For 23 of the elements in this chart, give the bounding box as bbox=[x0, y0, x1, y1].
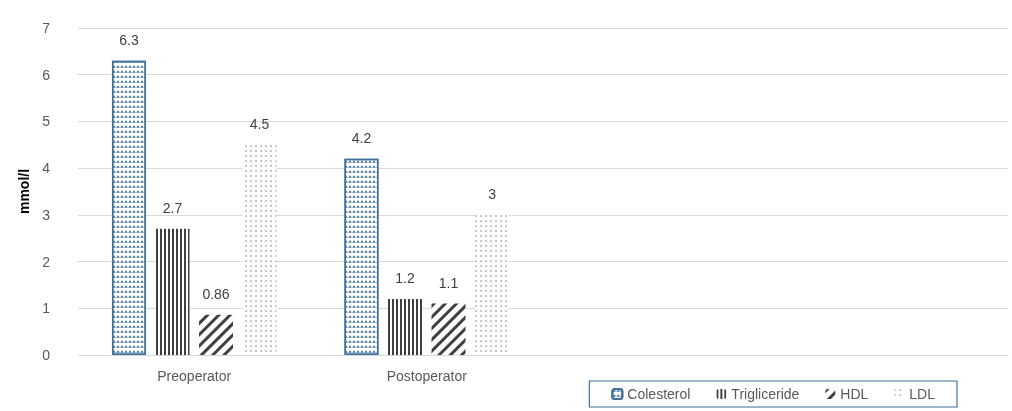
data-label: 1.1 bbox=[438, 274, 459, 291]
data-label: 2.7 bbox=[162, 199, 183, 216]
x-tick-label: Preoperator bbox=[157, 368, 232, 384]
y-tick-label: 0 bbox=[42, 347, 51, 363]
data-label: 4.5 bbox=[249, 115, 270, 132]
legend-label: Trigliceride bbox=[731, 386, 800, 402]
y-tick-label: 2 bbox=[42, 253, 51, 270]
y-tick-label: 7 bbox=[42, 20, 51, 36]
y-tick-label: 5 bbox=[42, 113, 51, 130]
data-label: 0.86 bbox=[202, 285, 230, 302]
data-label: 1.2 bbox=[395, 269, 415, 286]
data-label: 6.3 bbox=[119, 31, 139, 48]
data-label: 4.2 bbox=[351, 129, 372, 146]
x-tick-label: Postoperator bbox=[386, 368, 468, 384]
y-axis-title: mmol/l bbox=[16, 168, 33, 215]
legend-label: LDL bbox=[909, 386, 936, 402]
y-tick-label: 1 bbox=[42, 300, 51, 317]
y-tick-label: 4 bbox=[42, 160, 51, 177]
y-tick-label: 3 bbox=[42, 206, 51, 223]
legend-label: HDL bbox=[840, 386, 869, 402]
legend-label: Colesterol bbox=[627, 386, 691, 402]
y-tick-label: 6 bbox=[42, 66, 51, 83]
data-label: 3 bbox=[488, 185, 497, 202]
